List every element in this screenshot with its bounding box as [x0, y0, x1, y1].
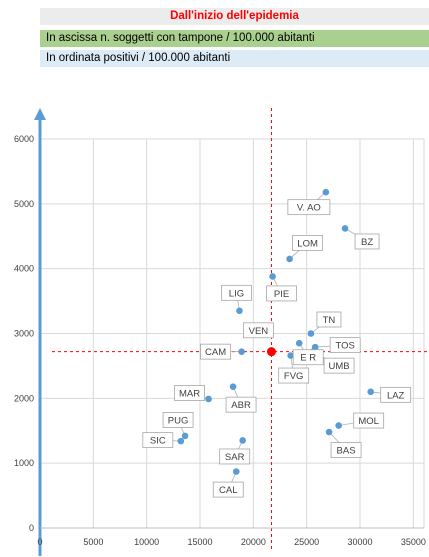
- axes: [34, 108, 424, 556]
- label-pug: PUG: [168, 415, 189, 426]
- label-abr: ABR: [231, 400, 251, 411]
- label-box-abr: [225, 396, 257, 413]
- point-mol: [335, 422, 342, 429]
- x-tick-label: 20000: [241, 537, 266, 547]
- average-point: [266, 347, 276, 357]
- label-box-bz: [354, 233, 380, 250]
- data-points: [177, 188, 374, 475]
- point-abr: [229, 383, 237, 390]
- point-cal: [232, 468, 240, 475]
- y-tick-label: 4000: [14, 264, 34, 274]
- point-sar: [239, 437, 246, 444]
- chart-title: Dall'inizio dell'epidemia: [40, 8, 429, 25]
- label-tn: TN: [323, 315, 336, 326]
- x-tick-label: 25000: [294, 537, 319, 547]
- point-sic: [177, 437, 185, 445]
- point-fvg: [287, 352, 294, 359]
- y-tick-label: 3000: [14, 329, 34, 339]
- label-lom: LOM: [297, 238, 318, 249]
- label-box-umb: [323, 357, 355, 374]
- label-mol: MOL: [358, 416, 379, 427]
- label-bz: BZ: [361, 237, 373, 248]
- x-tick-label: 30000: [347, 537, 372, 547]
- x-tick-label: 35000: [401, 537, 426, 547]
- label-mar: MAR: [179, 388, 200, 399]
- x-tick-label: 15000: [187, 537, 212, 547]
- point-tn: [307, 330, 315, 337]
- label-sar: SAR: [225, 452, 245, 463]
- label-box-pie: [266, 285, 297, 302]
- y-tick-label: 1000: [14, 458, 34, 468]
- point-er: [295, 339, 303, 347]
- label-vao: V. AO: [297, 203, 321, 214]
- label-box-lom: [292, 235, 324, 251]
- x-tick-label: 10000: [134, 537, 159, 547]
- y-tick-label: 2000: [14, 393, 34, 403]
- label-box-pug: [162, 412, 194, 428]
- label-box-mar: [174, 385, 205, 401]
- label-cam: CAM: [205, 347, 226, 358]
- y-tick-label: 5000: [14, 199, 34, 209]
- point-pug: [181, 432, 189, 440]
- point-bas: [325, 428, 333, 436]
- label-lig: LIG: [229, 288, 244, 299]
- tick-labels: 0 5000 10000 15000 20000 25000 30000 35000 0 1000…: [14, 134, 426, 547]
- point-vao: [322, 188, 330, 196]
- label-fvg: FVG: [284, 371, 304, 382]
- label-box-cal: [212, 481, 244, 498]
- label-box-fvg: [278, 367, 310, 384]
- point-laz: [367, 388, 374, 396]
- label-laz: LAZ: [387, 390, 405, 401]
- label-bas: BAS: [337, 446, 356, 457]
- label-box-er: [292, 349, 324, 366]
- label-box-lig: [221, 284, 252, 301]
- label-pie: PIE: [274, 289, 289, 300]
- y-tick-label: 6000: [14, 134, 34, 144]
- label-box-mol: [353, 412, 385, 429]
- label-box-sic: [142, 432, 174, 449]
- label-umb: UMB: [329, 361, 350, 372]
- y-axis-arrowhead: [34, 108, 46, 120]
- label-box-ven: [242, 322, 274, 339]
- data-labels: V. AO BZ LOM PIE LIG VEN TN TOS CAM FVG E R UMB MAR A…: [142, 199, 412, 498]
- label-box-laz: [380, 386, 412, 403]
- label-er: E R: [300, 353, 316, 364]
- label-box-vao: [287, 199, 331, 216]
- label-box-tn: [316, 311, 342, 328]
- gridlines: [40, 138, 424, 528]
- label-box-tos: [329, 337, 361, 354]
- x-tick-label: 5000: [83, 537, 103, 547]
- label-ven: VEN: [249, 326, 269, 337]
- label-cal: CAL: [219, 485, 237, 496]
- label-box-sar: [219, 448, 251, 465]
- y-axis-description: In ordinata positivi / 100.000 abitanti: [40, 50, 429, 67]
- label-tos: TOS: [336, 341, 355, 352]
- label-box-cam: [200, 343, 232, 360]
- label-sic: SIC: [150, 436, 166, 447]
- x-tick-label: 0: [37, 537, 42, 547]
- y-tick-label: 0: [29, 523, 34, 533]
- point-bz: [341, 225, 349, 232]
- point-cam: [238, 348, 245, 355]
- point-lom: [286, 255, 293, 263]
- label-box-bas: [330, 442, 362, 458]
- point-mar: [205, 395, 212, 403]
- x-axis-description: In ascissa n. soggetti con tampone / 100…: [40, 30, 429, 47]
- point-pie: [269, 273, 276, 280]
- point-lig: [236, 307, 243, 315]
